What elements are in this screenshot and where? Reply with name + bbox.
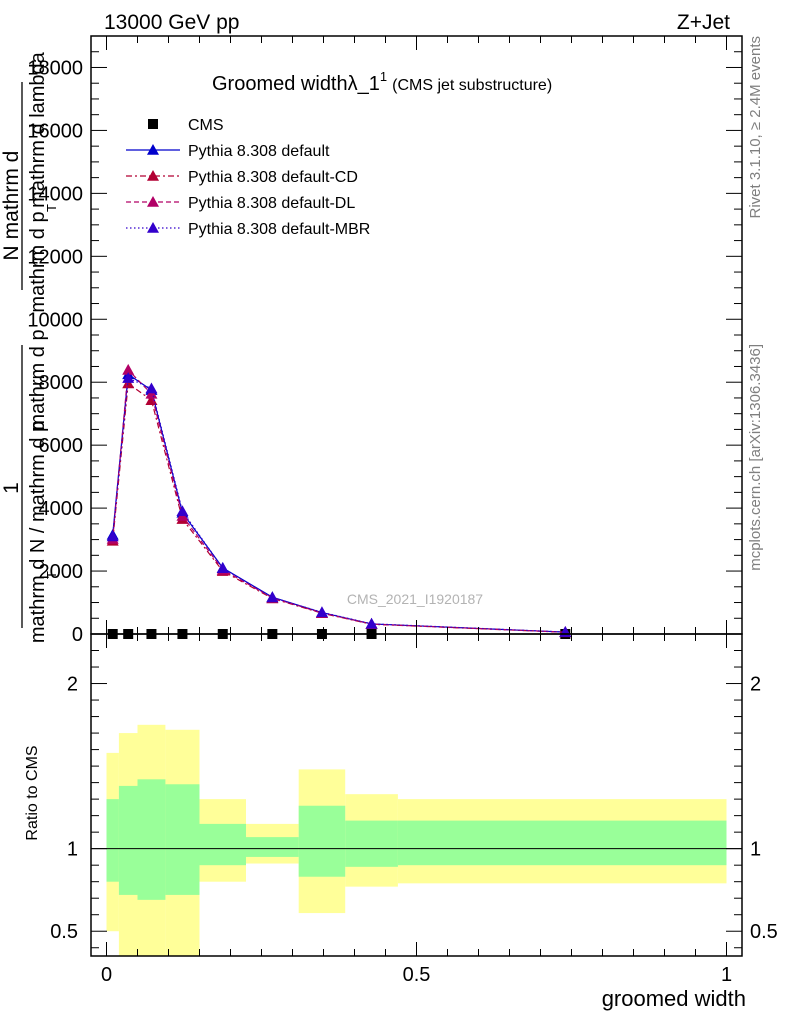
plot-title-main: Groomed width [212,73,348,95]
series-marker-dotted [216,562,229,574]
x-tick-label: 0.5 [403,964,431,986]
y-tick-label: 4000 [39,498,84,520]
ratio-inner-band [118,785,138,895]
ratio-y-tick-label: 1 [67,839,78,861]
legend-marker-cms [148,119,158,129]
ratio-axes: 0 0.5 1 0.5 0.5 1 1 2 2 [50,633,778,986]
series-marker-dotted [122,372,135,383]
legend-entry-label: Pythia 8.308 default-DL [188,195,355,212]
ratio-y-tick-label: 0.5 [50,921,78,943]
ratio-inner-band [137,779,166,900]
main-axes: 0 2000 4000 6000 8000 10000 12000 14000 16000 180… [27,35,743,646]
y-label-d-lambda: mathrm d lambda [27,51,49,208]
series-line-dashed [112,368,566,633]
ratio-inner-band [298,805,346,877]
series-marker-dashed [122,363,135,375]
ratio-y-tick-label-right: 1 [750,839,761,861]
legend-entry-label: Pythia 8.308 default [188,143,330,160]
legend: CMS Pythia 8.308 default Pythia 8.308 defa… [126,117,370,238]
header-energy-label: 13000 GeV pp [104,11,239,34]
series-marker-dashdot [145,394,158,405]
y-tick-label: 12000 [27,246,83,268]
ratio-inner-band [199,823,246,866]
ratio-inner-band [345,820,398,867]
y-axis-label-main: mathrm d N mathrm d lambda mathrm d p T … [0,51,59,643]
legend-marker [147,170,159,181]
main-series-layer [106,363,572,639]
y-label-numerator-d: mathrm d [0,151,23,240]
header-process-label: Z+Jet [677,11,730,34]
ratio-inner-band [165,784,200,895]
series-line-dotted [112,377,566,633]
series-line-solid [112,373,566,633]
x-tick-label: 0 [101,964,112,986]
ratio-inner-band [106,799,119,882]
ratio-y-tick-label-right: 2 [750,674,761,696]
y-tick-label: 16000 [27,120,83,142]
series-marker-dotted [315,606,328,618]
ratio-y-axis-label: Ratio to CMS [24,745,41,840]
series-marker-dotted [266,591,279,603]
y-label-fraction-one: 1 [0,482,23,494]
series-marker-dotted [106,530,119,542]
legend-entry-label: Pythia 8.308 default-CD [188,169,358,186]
series-marker-dotted [145,382,158,394]
legend-marker [147,222,159,233]
y-tick-label: 0 [72,624,83,646]
x-axis-label: groomed width [602,986,746,1011]
y-tick-label: 2000 [39,561,84,583]
ratio-bands [91,724,742,956]
legend-marker [147,144,159,155]
y-label-d-pt-repeat: mathrm d p [27,329,49,430]
y-tick-label: 18000 [27,57,83,79]
y-tick-label: 8000 [39,372,84,394]
y-label-pt-subscript: T [44,204,59,212]
x-tick-label: 1 [721,964,732,986]
mcplots-label: mcplots.cern.ch [arXiv:1306.3436] [747,344,764,571]
ratio-inner-band [397,820,727,866]
ratio-inner-band [246,837,299,857]
y-label-d-pt: mathrm d p [27,211,49,312]
y-label-denominator-subscript: T [44,571,59,579]
y-label-numerator-n: N [0,245,23,260]
plot-title-sub: (CMS jet substructure) [392,77,552,94]
series-marker-dotted [176,505,189,517]
series-marker-dotted [365,617,378,629]
plot-title-symbol: λ_1 [348,73,380,95]
ratio-y-tick-label: 2 [67,674,78,696]
ratio-y-tick-label-right: 0.5 [750,921,778,943]
rivet-version-label: Rivet 3.1.10, ≥ 2.4M events [747,36,764,219]
legend-entry-label: CMS [188,117,224,134]
legend-entry-label: Pythia 8.308 default-MBR [188,221,370,238]
y-label-denominator: mathrm d N / mathrm d p [27,421,49,643]
y-tick-label: 14000 [27,183,83,205]
plot-title: Groomed widthλ_11 (CMS jet substructure) [212,69,552,95]
analysis-watermark: CMS_2021_I1920187 [347,591,483,607]
y-tick-label: 6000 [39,435,84,457]
plot-title-superscript: 1 [380,69,387,84]
legend-marker [147,196,159,207]
y-tick-label: 10000 [27,309,83,331]
